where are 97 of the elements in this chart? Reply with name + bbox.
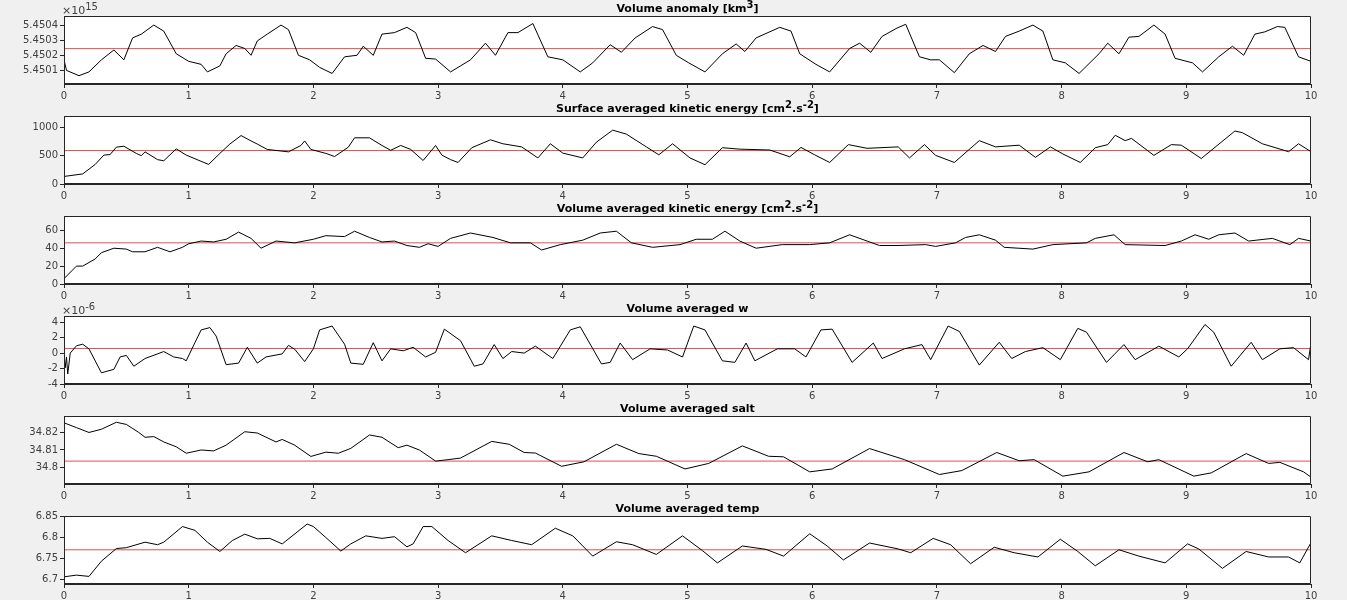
x-tick-label: 10 <box>1304 589 1318 600</box>
y-tick-label: 0 <box>51 277 58 289</box>
x-tick-label: 0 <box>60 89 68 101</box>
x-tick-label: 3 <box>434 489 442 501</box>
x-tick-label: 10 <box>1304 489 1318 501</box>
y-tick-label: -2 <box>48 362 58 374</box>
x-tick-label: 7 <box>933 589 941 600</box>
x-tick-label: 2 <box>310 289 317 301</box>
x-tick-label: 6 <box>809 489 816 501</box>
x-tick-label: 2 <box>310 89 317 101</box>
y-tick-label: 6.75 <box>35 551 58 563</box>
y-tick-label: 1000 <box>32 120 58 132</box>
x-tick-label: 7 <box>933 189 941 201</box>
x-tick-label: 7 <box>933 389 941 401</box>
x-tick-label: 4 <box>559 289 566 301</box>
x-tick-label: 5 <box>684 389 691 401</box>
chart-title: Volume averaged temp <box>615 501 760 515</box>
x-tick-label: 6 <box>809 189 816 201</box>
x-tick-label: 1 <box>185 589 192 600</box>
x-tick-label: 0 <box>60 389 68 401</box>
y-tick-label: 500 <box>38 149 58 161</box>
y-tick-label: 60 <box>45 223 58 235</box>
y-tick-label: 5.4502 <box>23 48 58 60</box>
x-tick-label: 10 <box>1304 389 1318 401</box>
chart-title: Volume averaged w <box>626 301 749 315</box>
y-tick-label: 34.8 <box>35 461 58 473</box>
x-tick-label: 5 <box>684 89 691 101</box>
x-tick-label: 3 <box>434 389 442 401</box>
x-tick-label: 1 <box>185 489 192 501</box>
x-tick-label: 5 <box>684 189 691 201</box>
y-tick-label: 40 <box>45 241 58 253</box>
x-tick-label: 1 <box>185 189 192 201</box>
chart-title: Surface averaged kinetic energy [cm2.s-2] <box>556 98 819 115</box>
chart-title: Volume anomaly [km3] <box>616 0 759 15</box>
x-tick-label: 2 <box>310 389 317 401</box>
y-tick-label: 5.4501 <box>23 63 58 75</box>
x-tick-label: 2 <box>310 589 317 600</box>
x-tick-label: 9 <box>1183 389 1190 401</box>
x-tick-label: 4 <box>559 489 566 501</box>
y-tick-label: 6.8 <box>42 530 58 542</box>
x-tick-label: 8 <box>1058 189 1065 201</box>
y-tick-label: 5.4504 <box>23 18 58 30</box>
x-tick-label: 3 <box>434 589 442 600</box>
x-tick-label: 8 <box>1058 589 1065 600</box>
y-tick-label: 4 <box>51 315 58 327</box>
x-tick-label: 7 <box>933 289 941 301</box>
x-tick-label: 0 <box>60 189 68 201</box>
x-tick-label: 4 <box>559 589 566 600</box>
x-tick-label: 6 <box>809 389 816 401</box>
x-tick-label: 6 <box>809 589 816 600</box>
y-tick-label: 0 <box>51 177 58 189</box>
x-tick-label: 7 <box>933 489 941 501</box>
x-tick-label: 8 <box>1058 89 1065 101</box>
y-tick-label: -4 <box>48 377 58 389</box>
x-tick-label: 3 <box>434 189 442 201</box>
y-tick-label: 2 <box>51 331 58 343</box>
y-tick-label: 34.82 <box>29 425 58 437</box>
x-tick-label: 9 <box>1183 89 1190 101</box>
y-tick-label: 34.81 <box>29 443 58 455</box>
x-tick-label: 9 <box>1183 289 1190 301</box>
x-tick-label: 10 <box>1304 89 1318 101</box>
x-tick-label: 5 <box>684 289 691 301</box>
x-tick-label: 10 <box>1304 289 1318 301</box>
annotation: ×1015 <box>62 0 98 17</box>
x-tick-label: 4 <box>559 89 566 101</box>
y-tick-label: 6.7 <box>42 572 58 584</box>
x-tick-label: 5 <box>684 589 691 600</box>
x-tick-label: 0 <box>60 589 68 600</box>
y-tick-label: 6.85 <box>35 509 58 521</box>
x-tick-label: 5 <box>684 489 691 501</box>
x-tick-label: 2 <box>310 189 317 201</box>
x-tick-label: 1 <box>185 89 192 101</box>
x-tick-label: 4 <box>559 389 566 401</box>
x-tick-label: 3 <box>434 289 442 301</box>
chart-title: Volume averaged kinetic energy [cm2.s-2] <box>556 198 819 215</box>
x-tick-label: 9 <box>1183 589 1190 600</box>
x-tick-label: 9 <box>1183 489 1190 501</box>
x-tick-label: 8 <box>1058 389 1065 401</box>
x-tick-label: 1 <box>185 389 192 401</box>
x-tick-label: 1 <box>185 289 192 301</box>
x-tick-label: 6 <box>809 289 816 301</box>
x-tick-label: 7 <box>933 89 941 101</box>
x-tick-label: 2 <box>310 489 317 501</box>
x-tick-label: 0 <box>60 289 68 301</box>
x-tick-label: 8 <box>1058 489 1065 501</box>
y-tick-label: 20 <box>45 259 58 271</box>
chart-title: Volume averaged salt <box>620 401 755 415</box>
x-tick-label: 3 <box>434 89 442 101</box>
x-tick-label: 10 <box>1304 189 1318 201</box>
y-tick-label: 0 <box>51 346 58 358</box>
x-tick-label: 4 <box>559 189 566 201</box>
annotation: ×10-6 <box>62 300 96 317</box>
x-tick-label: 8 <box>1058 289 1065 301</box>
x-tick-label: 0 <box>60 489 68 501</box>
x-tick-label: 9 <box>1183 189 1190 201</box>
x-tick-label: 6 <box>809 89 816 101</box>
y-tick-label: 5.4503 <box>23 33 58 45</box>
